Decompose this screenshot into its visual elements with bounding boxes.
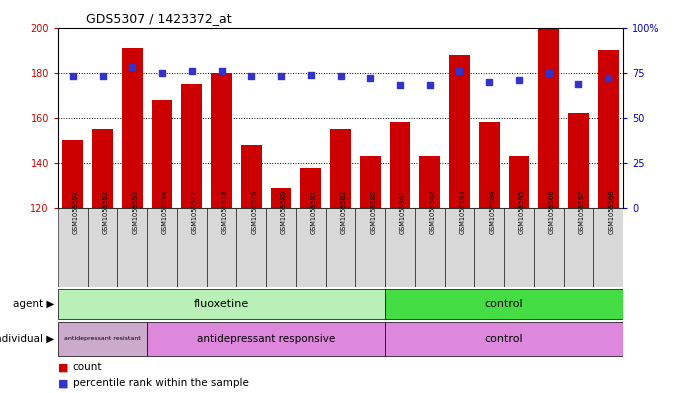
Point xyxy=(394,82,405,88)
Point xyxy=(484,79,494,85)
Point xyxy=(365,75,376,81)
Point xyxy=(424,82,435,88)
Text: GSM1059579: GSM1059579 xyxy=(251,190,257,234)
Bar xyxy=(296,208,326,287)
Point xyxy=(246,73,257,79)
Bar xyxy=(385,288,623,319)
Point xyxy=(187,68,197,74)
Text: individual ▶: individual ▶ xyxy=(0,334,54,344)
Text: antidepressant resistant: antidepressant resistant xyxy=(64,336,141,342)
Bar xyxy=(122,48,143,208)
Text: GSM1059577: GSM1059577 xyxy=(192,190,197,234)
Bar xyxy=(509,156,529,208)
Text: GSM1059582: GSM1059582 xyxy=(340,190,347,234)
Text: GSM1059591: GSM1059591 xyxy=(73,190,79,234)
Bar xyxy=(598,50,618,208)
Bar xyxy=(419,156,440,208)
Point xyxy=(335,73,346,79)
Text: ■: ■ xyxy=(58,362,72,373)
Text: GSM1059567: GSM1059567 xyxy=(578,190,584,234)
Text: GSM1059562: GSM1059562 xyxy=(430,190,436,234)
Bar xyxy=(58,322,147,356)
Point xyxy=(97,73,108,79)
Text: GSM1059593: GSM1059593 xyxy=(132,190,138,234)
Bar xyxy=(117,208,147,287)
Bar xyxy=(564,208,593,287)
Point xyxy=(67,73,78,79)
Bar xyxy=(330,129,351,208)
Bar xyxy=(300,167,321,208)
Text: GSM1059563: GSM1059563 xyxy=(460,190,466,234)
Bar xyxy=(206,208,236,287)
Bar xyxy=(147,208,177,287)
Text: agent ▶: agent ▶ xyxy=(13,299,54,309)
Bar xyxy=(504,208,534,287)
Text: GSM1059583: GSM1059583 xyxy=(370,190,376,234)
Bar xyxy=(241,145,262,208)
Bar xyxy=(538,28,559,208)
Bar xyxy=(534,208,564,287)
Text: GSM1059565: GSM1059565 xyxy=(519,190,525,234)
Text: fluoxetine: fluoxetine xyxy=(194,299,249,309)
Bar xyxy=(147,322,385,356)
Text: antidepressant responsive: antidepressant responsive xyxy=(197,334,335,344)
Bar xyxy=(88,208,117,287)
Point xyxy=(305,72,316,78)
Bar xyxy=(58,288,385,319)
Bar xyxy=(92,129,113,208)
Bar xyxy=(568,113,589,208)
Bar xyxy=(63,140,83,208)
Point xyxy=(127,64,138,70)
Bar xyxy=(479,122,500,208)
Point xyxy=(216,68,227,74)
Bar xyxy=(360,156,381,208)
Bar xyxy=(270,188,291,208)
Point xyxy=(603,75,614,81)
Bar xyxy=(385,208,415,287)
Bar xyxy=(326,208,355,287)
Text: GSM1059566: GSM1059566 xyxy=(549,190,555,234)
Text: GSM1059580: GSM1059580 xyxy=(281,190,287,234)
Point xyxy=(573,81,584,87)
Text: GDS5307 / 1423372_at: GDS5307 / 1423372_at xyxy=(86,12,232,25)
Bar xyxy=(211,73,232,208)
Bar xyxy=(177,208,206,287)
Bar xyxy=(415,208,445,287)
Bar xyxy=(266,208,296,287)
Text: ■: ■ xyxy=(58,378,72,388)
Text: GSM1059581: GSM1059581 xyxy=(311,190,317,234)
Text: GSM1059592: GSM1059592 xyxy=(103,190,108,234)
Bar xyxy=(355,208,385,287)
Point xyxy=(276,73,287,79)
Bar xyxy=(152,100,172,208)
Text: GSM1059594: GSM1059594 xyxy=(162,190,168,234)
Text: control: control xyxy=(485,299,524,309)
Bar xyxy=(593,208,623,287)
Text: GSM1059564: GSM1059564 xyxy=(489,190,495,234)
Bar xyxy=(449,55,470,208)
Bar xyxy=(390,122,411,208)
Text: percentile rank within the sample: percentile rank within the sample xyxy=(73,378,249,388)
Text: GSM1059561: GSM1059561 xyxy=(400,190,406,234)
Bar xyxy=(181,84,202,208)
Text: count: count xyxy=(73,362,102,373)
Bar xyxy=(445,208,475,287)
Text: GSM1059568: GSM1059568 xyxy=(608,190,614,234)
Text: control: control xyxy=(485,334,524,344)
Point xyxy=(513,77,524,83)
Bar xyxy=(475,208,504,287)
Text: GSM1059578: GSM1059578 xyxy=(221,190,227,234)
Bar xyxy=(236,208,266,287)
Bar xyxy=(385,322,623,356)
Point xyxy=(543,70,554,76)
Point xyxy=(157,70,168,76)
Point xyxy=(454,68,465,74)
Bar xyxy=(58,208,88,287)
